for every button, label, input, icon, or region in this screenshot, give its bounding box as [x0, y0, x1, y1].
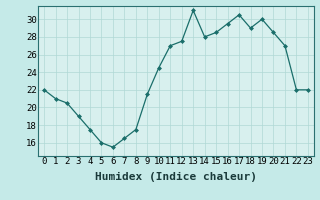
X-axis label: Humidex (Indice chaleur): Humidex (Indice chaleur): [95, 172, 257, 182]
